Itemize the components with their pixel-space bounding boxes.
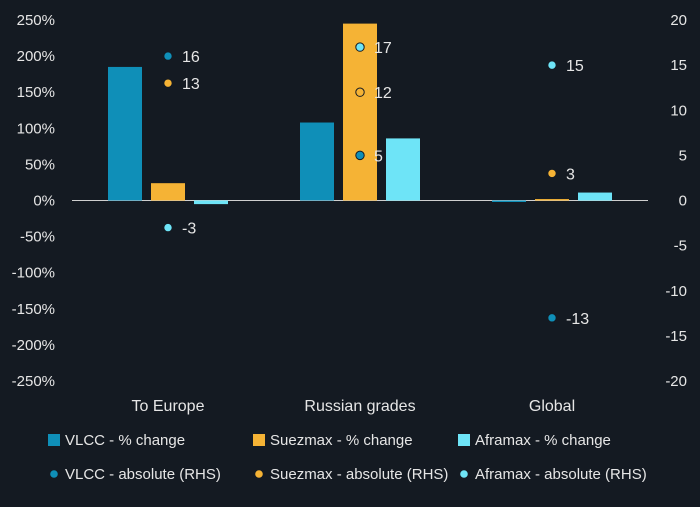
data-label-suezmax-2: 3 [566, 166, 575, 183]
legend-swatch-dot [460, 470, 468, 478]
left-axis-tick-label: 100% [17, 120, 55, 137]
bar-vlcc-2 [492, 200, 526, 202]
bar-suezmax-1 [343, 23, 377, 201]
data-label-suezmax-0: 13 [182, 76, 200, 93]
legend-label: Aframax - % change [475, 432, 611, 449]
left-axis-tick-label: -200% [12, 337, 55, 354]
data-label-aframax-2: 15 [566, 58, 584, 75]
legend-label: VLCC - absolute (RHS) [65, 466, 221, 483]
legend-label: VLCC - % change [65, 432, 185, 449]
left-axis-tick-label: -150% [12, 301, 55, 318]
bar-aframax-2 [578, 192, 612, 201]
category-label: Russian grades [304, 398, 415, 415]
right-axis-tick-label: -10 [665, 283, 687, 300]
left-axis-tick-label: 0% [33, 193, 55, 210]
category-label: To Europe [132, 398, 205, 415]
legend-swatch-square [48, 434, 60, 446]
left-axis-tick-label: 250% [17, 12, 55, 29]
data-label-vlcc-0: 16 [182, 49, 200, 66]
data-label-vlcc-2: -13 [566, 311, 589, 328]
bar-aframax-0 [194, 200, 228, 205]
point-suezmax-0 [163, 78, 173, 88]
point-vlcc-1 [355, 150, 365, 161]
right-axis-tick-label: -5 [674, 238, 687, 255]
right-axis-tick-label: -15 [665, 328, 687, 345]
legend-swatch-square [458, 434, 470, 446]
point-vlcc-2 [547, 313, 557, 323]
left-axis-tick-label: -50% [20, 229, 55, 246]
point-aframax-2 [547, 60, 557, 70]
data-label-aframax-1: 17 [374, 40, 392, 57]
legend-swatch-dot [255, 470, 263, 478]
right-axis-tick-label: 15 [670, 57, 687, 74]
data-label-suezmax-1: 12 [374, 85, 392, 102]
right-axis-tick-label: -20 [665, 373, 687, 390]
legend-swatch-dot [50, 470, 58, 478]
left-axis-tick-label: 50% [25, 156, 55, 173]
category-label: Global [529, 398, 575, 415]
point-suezmax-1 [355, 87, 365, 97]
data-label-aframax-0: -3 [182, 221, 196, 238]
bar-vlcc-1 [300, 122, 334, 201]
legend-label: Aframax - absolute (RHS) [475, 466, 647, 483]
right-axis-tick-label: 5 [679, 147, 687, 164]
legend-label: Suezmax - % change [270, 432, 413, 449]
left-axis-tick-label: -100% [12, 265, 55, 282]
point-suezmax-2 [547, 168, 557, 179]
point-aframax-0 [163, 222, 173, 233]
right-axis-tick-label: 10 [670, 102, 687, 119]
bar-suezmax-0 [151, 183, 185, 201]
point-aframax-1 [355, 42, 365, 52]
bar-vlcc-0 [108, 66, 142, 201]
left-axis-tick-label: 150% [17, 84, 55, 101]
data-label-vlcc-1: 5 [374, 148, 383, 165]
bar-suezmax-2 [535, 199, 569, 201]
right-axis-tick-label: 0 [679, 193, 687, 210]
left-axis-tick-label: 200% [17, 48, 55, 65]
legend-label: Suezmax - absolute (RHS) [270, 466, 448, 483]
legend-swatch-square [253, 434, 265, 446]
point-vlcc-0 [163, 51, 173, 61]
right-axis-tick-label: 20 [670, 12, 687, 29]
left-axis-tick-label: -250% [12, 373, 55, 390]
bar-aframax-1 [386, 138, 420, 201]
